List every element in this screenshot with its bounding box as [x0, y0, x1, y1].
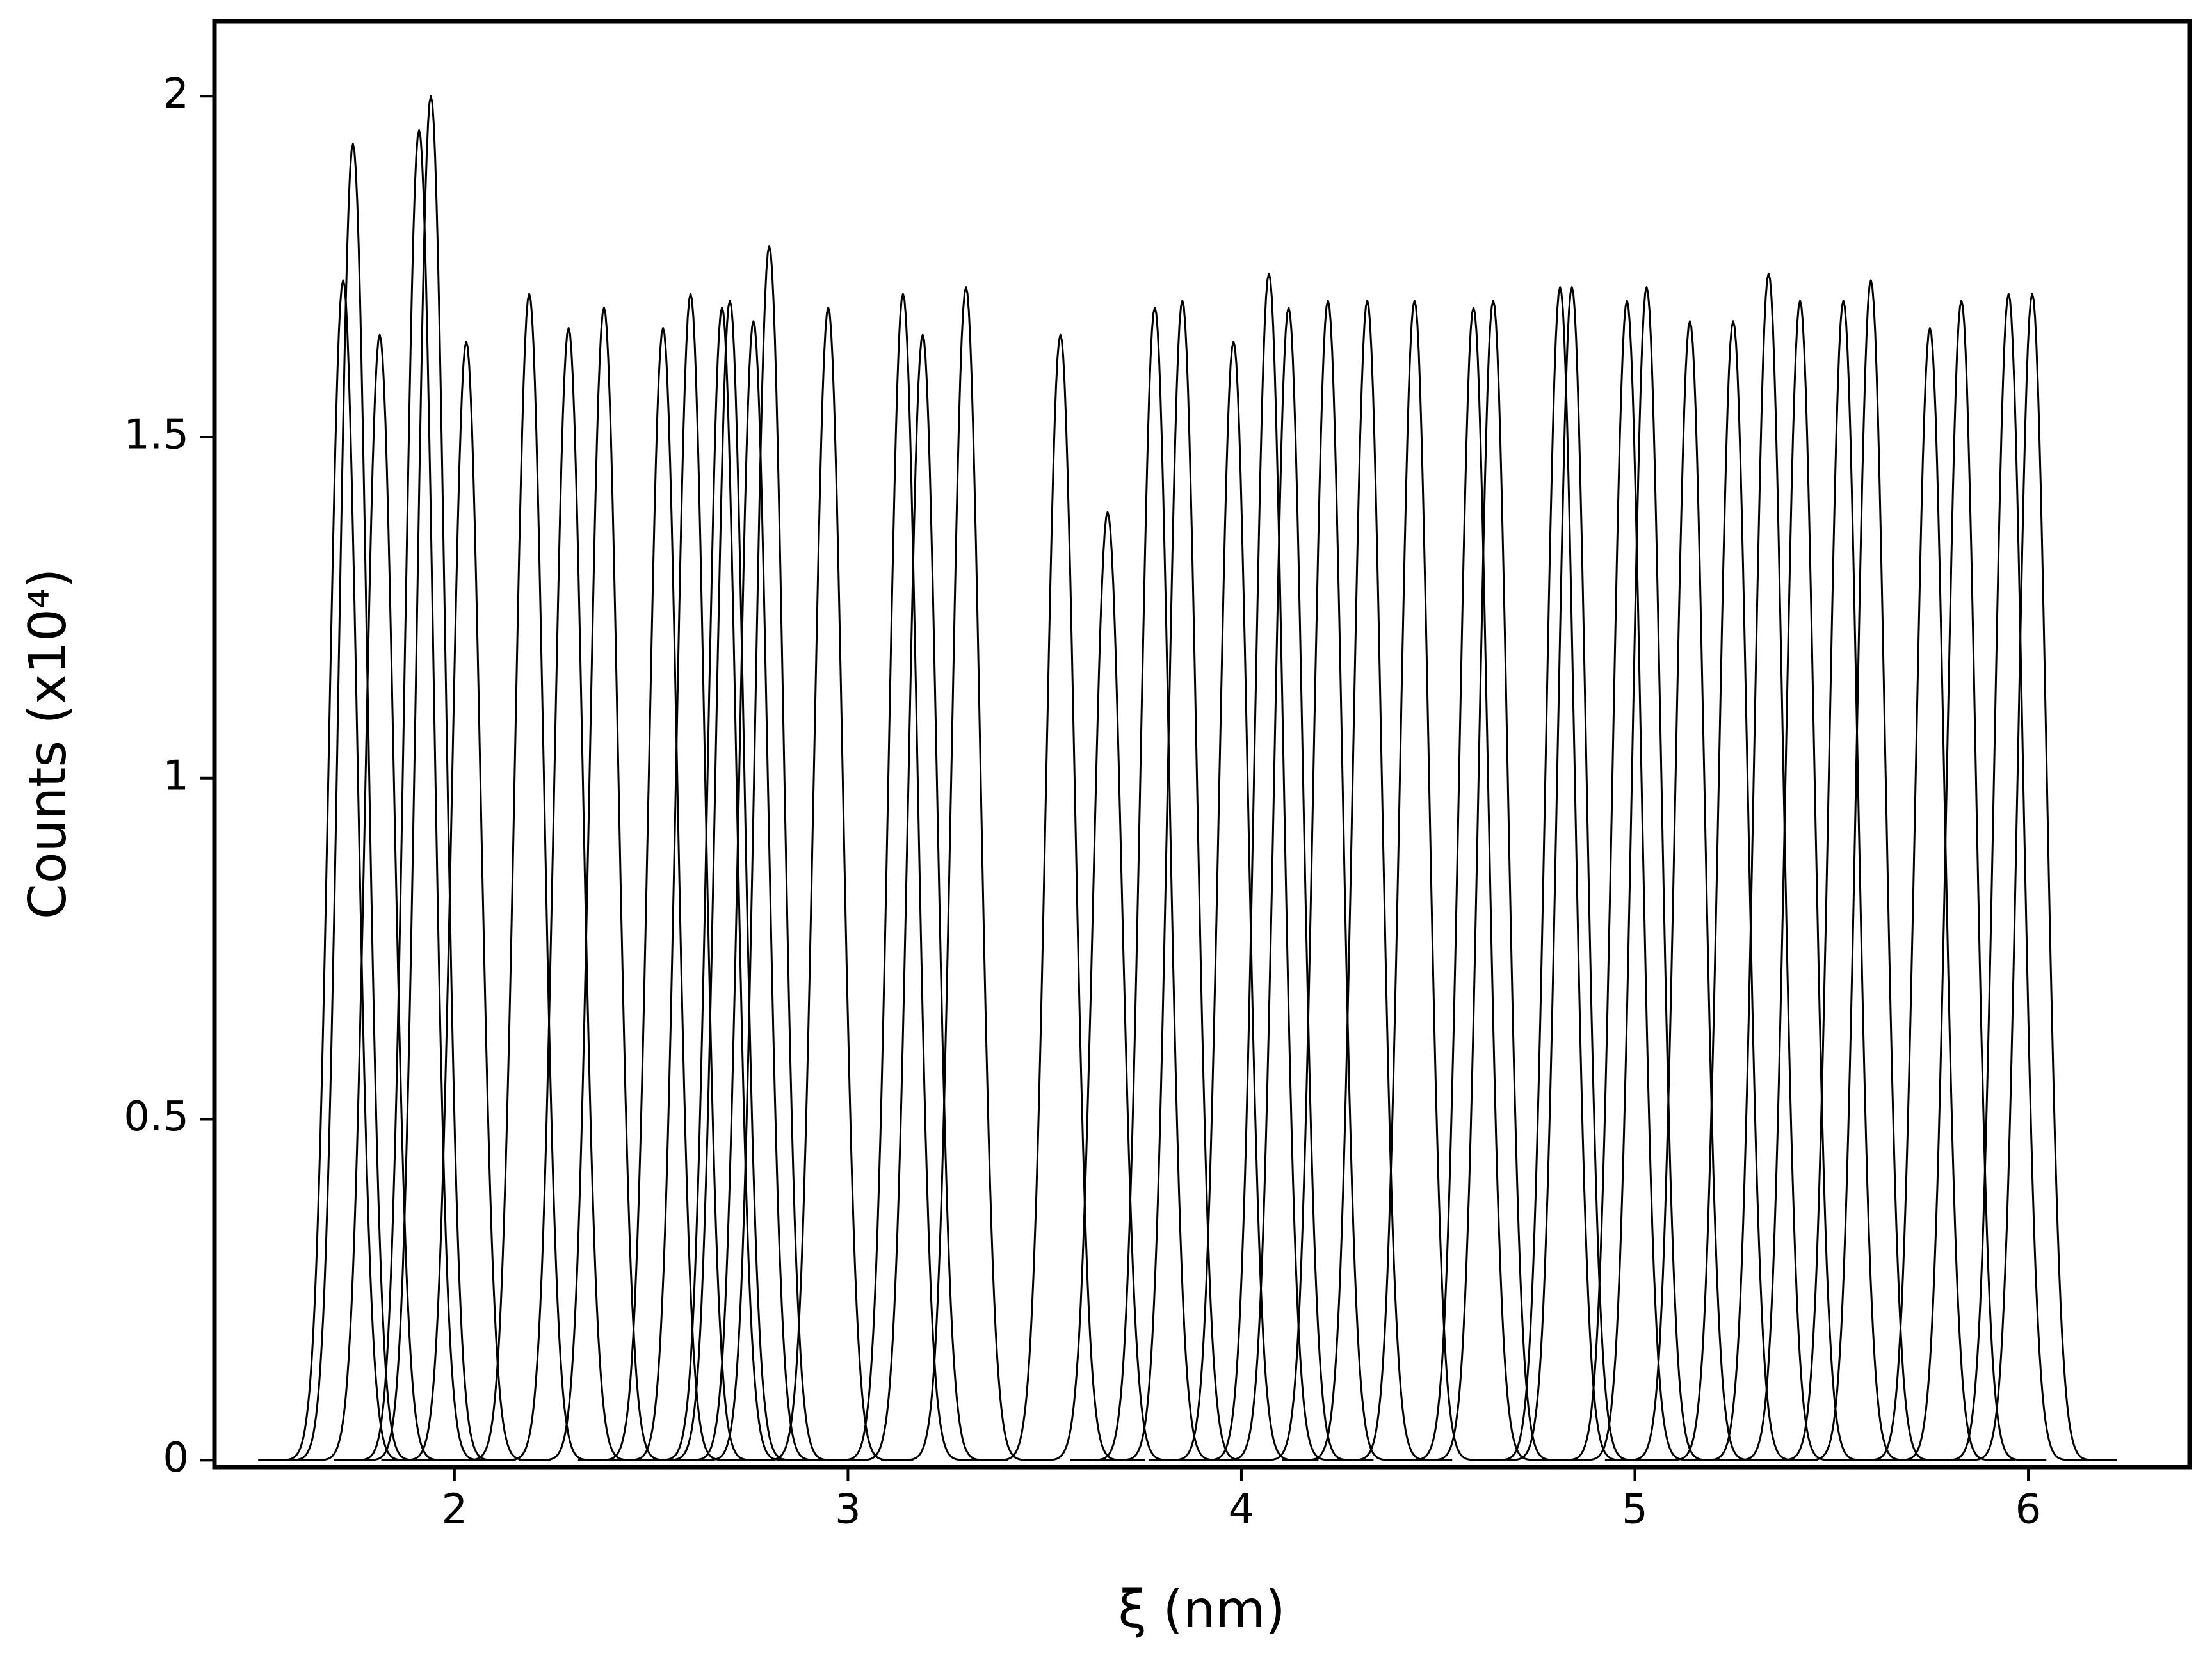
y-tick-label: 2: [163, 70, 189, 118]
y-tick-label: 0.5: [124, 1093, 189, 1141]
peak-curve: [346, 95, 516, 1461]
x-axis-title: ξ (nm): [1118, 1580, 1285, 1639]
x-tick-label: 4: [1229, 1486, 1255, 1534]
peak-curve: [1204, 307, 1374, 1461]
peak-curve: [1947, 293, 2117, 1461]
peak-curve: [1876, 300, 2047, 1461]
x-tick-label: 6: [2015, 1486, 2042, 1534]
peak-curve: [444, 293, 615, 1461]
plot-frame: [212, 19, 2192, 1470]
x-tick-label: 5: [1622, 1486, 1648, 1534]
x-tick-label: 3: [835, 1486, 861, 1534]
peak-curve: [334, 129, 505, 1461]
peak-curve: [1487, 286, 1657, 1461]
plot-area: [258, 95, 2117, 1461]
peak-curve: [1329, 300, 1500, 1461]
peak-curve: [1923, 293, 2094, 1461]
peak-curve: [1097, 300, 1268, 1461]
peak-curve: [743, 307, 914, 1461]
peak-curve: [1845, 327, 2015, 1461]
peak-curve: [1282, 300, 1453, 1461]
peak-curve: [295, 333, 465, 1461]
peak-curve: [818, 293, 989, 1461]
peak-curve: [975, 333, 1145, 1461]
y-tick-label: 0: [163, 1434, 189, 1482]
peak-curve: [1683, 272, 1854, 1461]
y-tick-label: 1: [163, 752, 189, 799]
peak-curve: [1243, 300, 1413, 1461]
y-tick-label: 1.5: [124, 412, 189, 459]
peak-curve: [483, 327, 654, 1461]
x-tick-label: 2: [442, 1486, 468, 1534]
y-axis-title: Counts (x10⁴): [18, 568, 77, 919]
